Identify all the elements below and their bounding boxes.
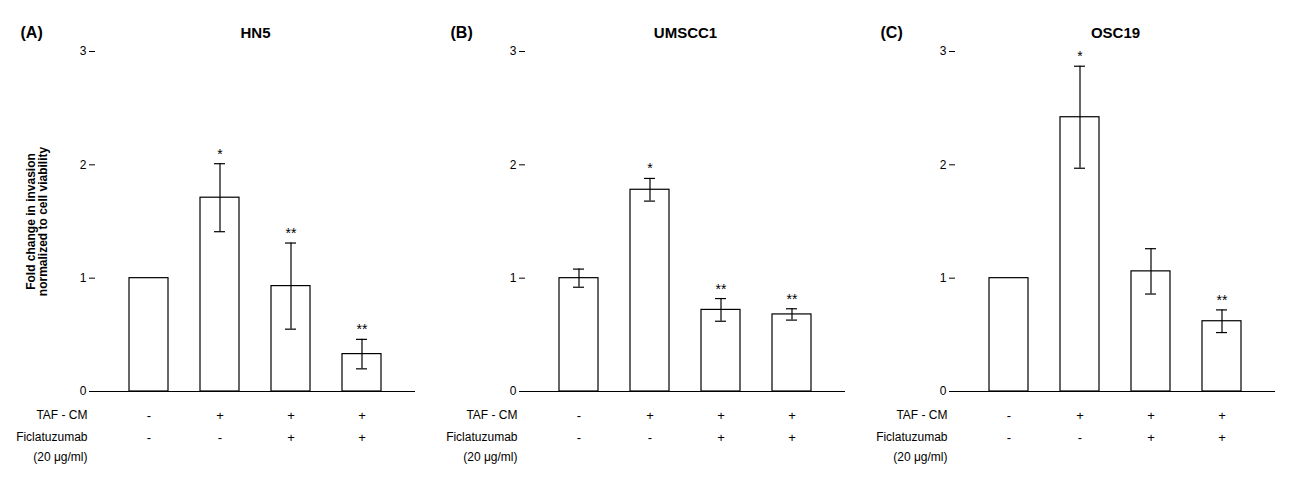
svg-text:+: +	[1147, 408, 1155, 423]
svg-text:+: +	[1076, 408, 1084, 423]
svg-text:TAF - CM: TAF - CM	[36, 408, 87, 422]
svg-text:(B): (B)	[451, 24, 473, 41]
svg-text:-: -	[648, 430, 652, 445]
svg-text:+: +	[717, 430, 725, 445]
svg-text:+: +	[788, 408, 796, 423]
svg-text:(20 μg/ml): (20 μg/ml)	[893, 450, 947, 464]
svg-text:1: 1	[940, 271, 947, 285]
svg-text:Ficlatuzumab: Ficlatuzumab	[876, 430, 948, 444]
svg-text:**: **	[1217, 292, 1228, 308]
svg-text:Fold change in invasionnormali: Fold change in invasionnormalized to cel…	[24, 146, 50, 296]
svg-text:*: *	[217, 146, 223, 162]
svg-text:2: 2	[940, 158, 947, 172]
svg-text:-: -	[1007, 408, 1011, 423]
svg-text:+: +	[1218, 430, 1226, 445]
svg-text:**: **	[286, 225, 297, 241]
svg-text:-: -	[577, 430, 581, 445]
svg-text:+: +	[1218, 408, 1226, 423]
svg-text:1: 1	[80, 271, 87, 285]
svg-text:+: +	[646, 408, 654, 423]
svg-text:(C): (C)	[881, 24, 903, 41]
svg-text:+: +	[216, 408, 224, 423]
svg-text:+: +	[358, 408, 366, 423]
svg-text:+: +	[287, 408, 295, 423]
svg-text:**: **	[716, 281, 727, 297]
svg-text:3: 3	[510, 44, 517, 58]
svg-text:**: **	[357, 321, 368, 337]
svg-text:2: 2	[510, 158, 517, 172]
svg-text:(20 μg/ml): (20 μg/ml)	[463, 450, 517, 464]
svg-text:HN5: HN5	[240, 24, 270, 41]
svg-text:(20 μg/ml): (20 μg/ml)	[33, 450, 87, 464]
svg-text:OSC19: OSC19	[1091, 24, 1140, 41]
svg-text:1: 1	[510, 271, 517, 285]
svg-text:(A): (A)	[21, 24, 43, 41]
svg-text:+: +	[717, 408, 725, 423]
svg-text:*: *	[647, 160, 653, 176]
svg-text:TAF - CM: TAF - CM	[896, 408, 947, 422]
svg-text:0: 0	[940, 384, 947, 398]
svg-text:Ficlatuzumab: Ficlatuzumab	[446, 430, 518, 444]
svg-text:Ficlatuzumab: Ficlatuzumab	[16, 430, 88, 444]
svg-text:-: -	[218, 430, 222, 445]
svg-text:*: *	[1077, 48, 1083, 64]
svg-text:-: -	[1078, 430, 1082, 445]
svg-text:-: -	[1007, 430, 1011, 445]
svg-text:-: -	[147, 408, 151, 423]
svg-text:**: **	[787, 291, 798, 307]
svg-text:+: +	[1147, 430, 1155, 445]
svg-text:TAF - CM: TAF - CM	[466, 408, 517, 422]
svg-text:-: -	[147, 430, 151, 445]
svg-text:-: -	[577, 408, 581, 423]
svg-text:+: +	[788, 430, 796, 445]
svg-text:3: 3	[80, 44, 87, 58]
svg-text:0: 0	[80, 384, 87, 398]
svg-text:UMSCC1: UMSCC1	[654, 24, 717, 41]
svg-text:0: 0	[510, 384, 517, 398]
svg-text:+: +	[358, 430, 366, 445]
svg-text:2: 2	[80, 158, 87, 172]
svg-text:+: +	[287, 430, 295, 445]
svg-text:3: 3	[940, 44, 947, 58]
